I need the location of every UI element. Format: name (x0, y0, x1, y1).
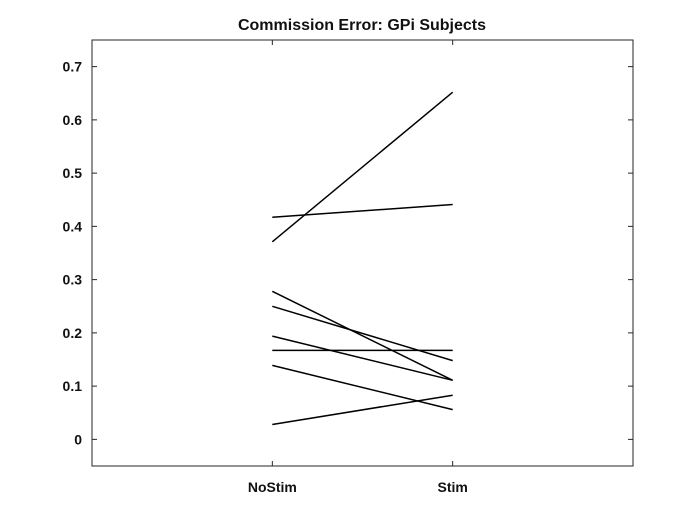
series-line-3 (271, 290, 454, 381)
y-tick-label: 0.7 (63, 59, 83, 75)
series-line-7 (272, 364, 453, 411)
series-lines (271, 91, 454, 426)
y-tick-label: 0.2 (63, 325, 83, 341)
x-axis: NoStim Stim (248, 40, 468, 495)
series-line-2 (272, 203, 453, 219)
y-axis: 0 0.1 0.2 0.3 0.4 0.5 0.6 0.7 (63, 59, 633, 447)
chart-title: Commission Error: GPi Subjects (238, 17, 486, 34)
y-tick-label: 0.5 (63, 165, 83, 181)
y-tick-label: 0 (74, 431, 82, 447)
y-tick-label: 0.3 (63, 272, 83, 288)
plot-area (91, 39, 634, 467)
x-tick-label: NoStim (248, 479, 297, 495)
y-tick-label: 0.4 (63, 218, 83, 234)
x-tick-label: Stim (437, 479, 467, 495)
series-line-1 (271, 91, 454, 243)
series-line-8 (272, 394, 453, 426)
y-tick-label: 0.1 (63, 378, 83, 394)
y-tick-label: 0.6 (63, 112, 83, 128)
series-line-5 (272, 335, 453, 382)
series-line-4 (272, 305, 453, 362)
